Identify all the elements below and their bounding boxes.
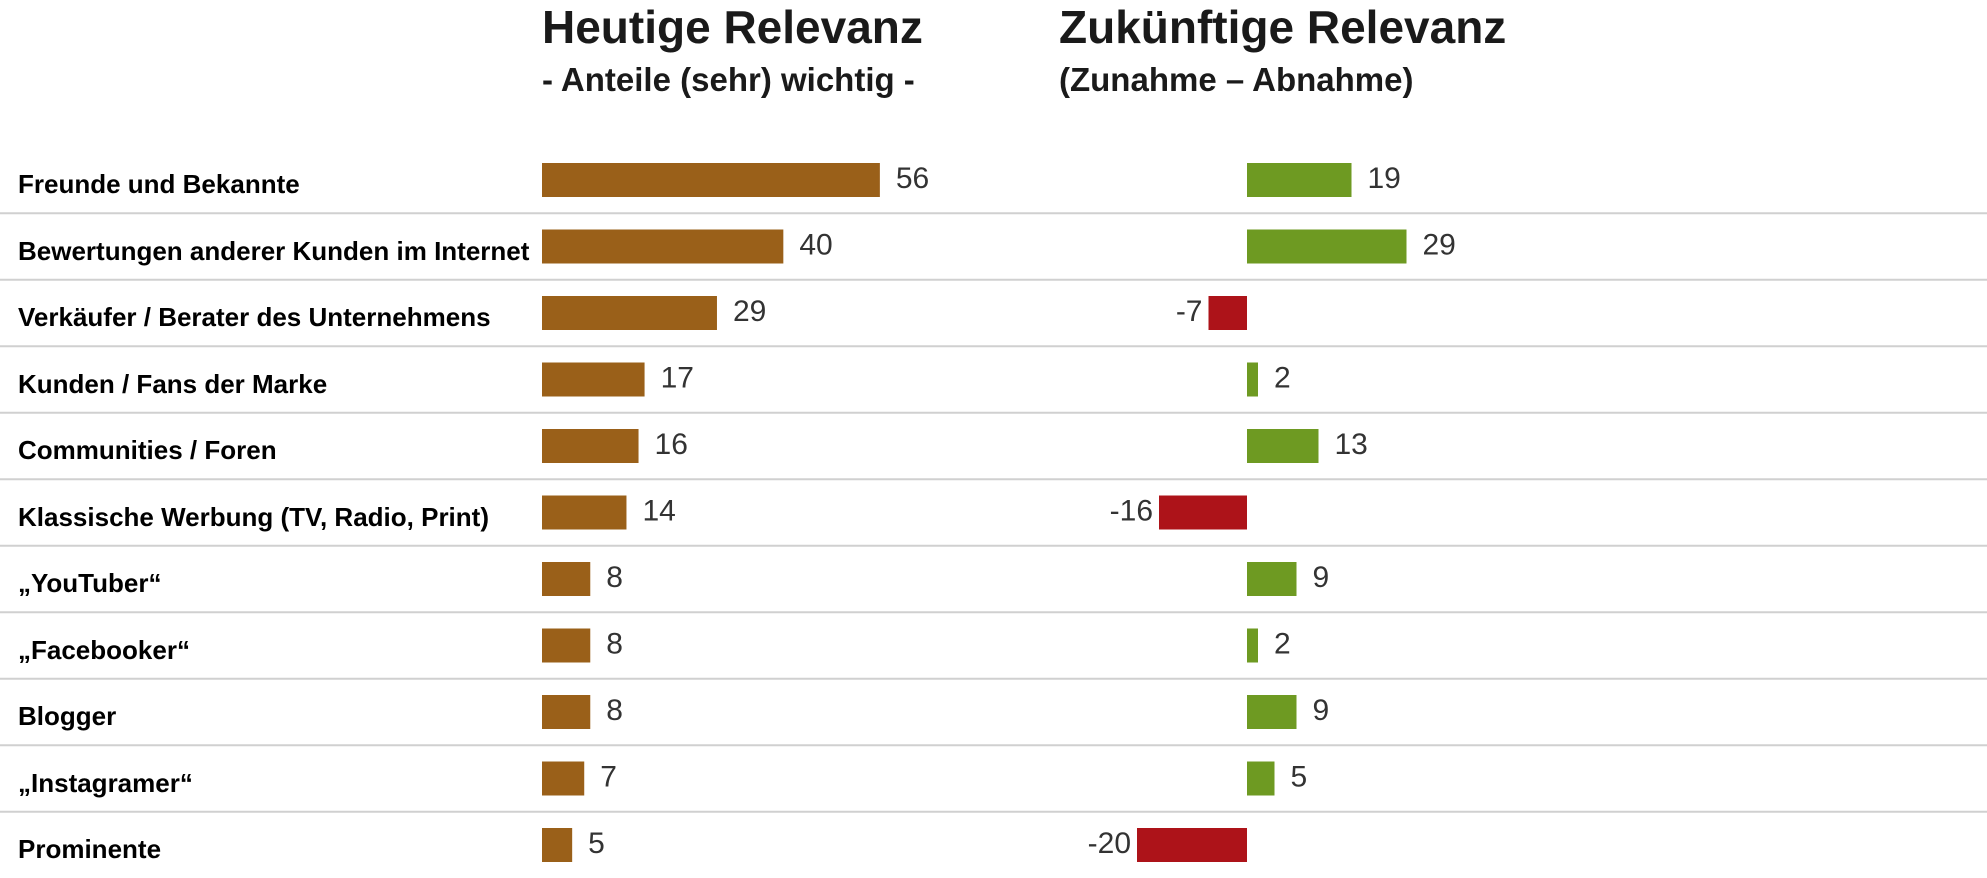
bar xyxy=(542,495,627,530)
value-label: 29 xyxy=(733,295,766,328)
bar xyxy=(1247,761,1275,796)
bar xyxy=(542,163,880,197)
bar xyxy=(1247,695,1297,729)
bar xyxy=(542,828,573,862)
category-label: Verkäufer / Berater des Unternehmens xyxy=(18,302,491,332)
category-label: „Facebooker“ xyxy=(18,634,190,665)
bar xyxy=(1247,163,1352,197)
value-label: 16 xyxy=(655,428,688,461)
category-label: Blogger xyxy=(18,701,117,731)
value-label: 2 xyxy=(1274,627,1291,660)
category-label: Kunden / Fans der Marke xyxy=(18,368,328,399)
bar xyxy=(542,628,591,663)
bar xyxy=(1137,828,1247,862)
bar xyxy=(542,296,717,330)
bar xyxy=(542,562,591,596)
value-label: 8 xyxy=(606,694,623,727)
bar xyxy=(542,362,645,397)
value-label: 8 xyxy=(606,561,623,594)
bar xyxy=(1247,229,1407,264)
bar xyxy=(1208,296,1247,330)
value-label: 56 xyxy=(896,162,929,195)
bar xyxy=(542,429,639,463)
value-label: 9 xyxy=(1313,561,1330,594)
panel-subtitle: - Anteile (sehr) wichtig - xyxy=(542,61,915,98)
bar xyxy=(542,229,784,264)
category-label: „Instagramer“ xyxy=(18,767,193,798)
panel-title: Zukünftige Relevanz xyxy=(1059,1,1506,53)
value-label: 29 xyxy=(1423,228,1456,261)
bar xyxy=(1159,495,1247,530)
panel-title: Heutige Relevanz xyxy=(542,1,923,53)
value-label: 17 xyxy=(661,361,694,394)
category-label: Klassische Werbung (TV, Radio, Print) xyxy=(18,501,489,532)
category-label: Bewertungen anderer Kunden im Internet xyxy=(18,235,530,266)
value-label: 13 xyxy=(1335,428,1368,461)
category-label: Freunde und Bekannte xyxy=(18,169,300,199)
panel-subtitle: (Zunahme – Abnahme) xyxy=(1059,61,1413,98)
value-label: 5 xyxy=(1291,760,1308,793)
bar xyxy=(1247,562,1297,596)
value-label: 9 xyxy=(1313,694,1330,727)
category-label: Communities / Foren xyxy=(18,435,277,465)
value-label: 5 xyxy=(588,827,605,860)
bar xyxy=(1247,362,1258,397)
value-label: -7 xyxy=(1176,295,1203,328)
value-label: 40 xyxy=(799,228,832,261)
value-label: -20 xyxy=(1088,827,1131,860)
value-label: 7 xyxy=(600,760,617,793)
value-label: -16 xyxy=(1110,494,1153,527)
category-label: „YouTuber“ xyxy=(18,568,162,598)
value-label: 19 xyxy=(1368,162,1401,195)
bar xyxy=(1247,628,1258,663)
value-label: 2 xyxy=(1274,361,1291,394)
bar xyxy=(1247,429,1319,463)
value-label: 8 xyxy=(606,627,623,660)
bar xyxy=(542,761,585,796)
bar xyxy=(542,695,591,729)
category-label: Prominente xyxy=(18,834,162,864)
value-label: 14 xyxy=(642,494,675,527)
